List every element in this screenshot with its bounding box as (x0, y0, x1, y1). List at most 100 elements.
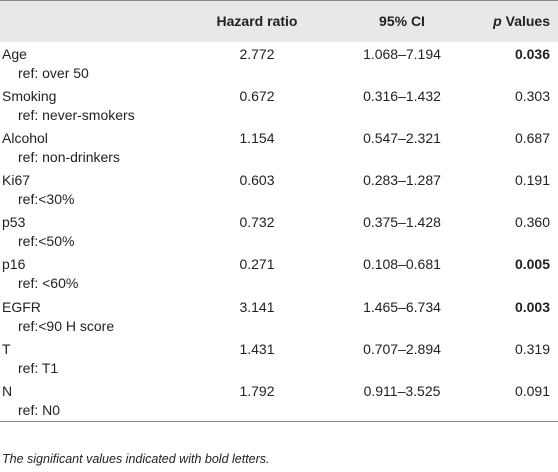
hazard-ratio: 1.431 (239, 340, 275, 357)
hazard-ratio: 1.154 (239, 129, 275, 146)
variable-cell: Age ref: over 50 (0, 42, 182, 84)
hazard-ratio-cell: 3.141 (182, 295, 332, 337)
ci-cell: 0.547–2.321 (332, 126, 472, 168)
reference: ref:<30% (18, 191, 75, 208)
table-row: EGFR ref:<90 H score 3.141 1.465–6.734 0.003 (0, 295, 558, 337)
ci-cell: 0.316–1.432 (332, 84, 472, 126)
p-value-cell: 0.687 (472, 126, 558, 168)
reference: ref: over 50 (18, 64, 89, 81)
ci-cell: 0.911–3.525 (332, 379, 472, 421)
ci-cell: 1.465–6.734 (332, 295, 472, 337)
header-text: 95% CI (379, 13, 425, 30)
p-value: 0.191 (514, 172, 550, 189)
hazard-ratio-cell: 1.431 (182, 337, 332, 379)
table-row: Alcohol ref: non-drinkers 1.154 0.547–2.321… (0, 126, 558, 168)
reference: ref: never-smokers (18, 106, 135, 123)
ci-cell: 0.707–2.894 (332, 337, 472, 379)
variable-name: Alcohol (2, 129, 48, 146)
hazard-ratio: 2.772 (239, 45, 275, 62)
results-table: Hazard ratio 95% CI p Values Age ref: over … (0, 0, 558, 422)
p-value-cell: 0.036 (472, 42, 558, 84)
p-value: 0.091 (514, 383, 550, 399)
table-row: Age ref: over 50 2.772 1.068–7.194 0.036 (0, 42, 558, 84)
reference: ref: <60% (18, 275, 79, 292)
header-cell: 95% CI (332, 1, 472, 42)
header-text: Values (505, 13, 550, 30)
p-value-cell: 0.091 (472, 379, 558, 421)
header-cell: p Values (472, 1, 558, 42)
header-row: Hazard ratio 95% CI p Values (0, 0, 558, 42)
confidence-interval: 0.316–1.432 (363, 87, 441, 104)
header-cell: Hazard ratio (182, 1, 332, 42)
variable-cell: Ki67 ref:<30% (0, 168, 182, 210)
reference: ref: T1 (18, 359, 59, 376)
variable-cell: EGFR ref:<90 H score (0, 295, 182, 337)
hazard-ratio: 0.672 (239, 87, 275, 104)
hazard-ratio-cell: 2.772 (182, 42, 332, 84)
reference: ref:<50% (18, 233, 75, 250)
p-value: 0.360 (514, 214, 550, 231)
p-value: 0.036 (514, 45, 550, 62)
reference: ref:<90 H score (18, 317, 115, 334)
hazard-ratio-cell: 0.603 (182, 168, 332, 210)
ci-cell: 0.108–0.681 (332, 252, 472, 294)
hazard-ratio: 1.792 (239, 383, 275, 399)
table-row: Ki67 ref:<30% 0.603 0.283–1.287 0.191 (0, 168, 558, 210)
table-row: p16 ref: <60% 0.271 0.108–0.681 0.005 (0, 252, 558, 294)
p-value: 0.303 (514, 87, 550, 104)
p-value-cell: 0.005 (472, 252, 558, 294)
table-row: p53 ref:<50% 0.732 0.375–1.428 0.360 (0, 210, 558, 252)
p-value: 0.003 (514, 298, 550, 315)
confidence-interval: 1.465–6.734 (363, 298, 441, 315)
p-value-cell: 0.191 (472, 168, 558, 210)
p-value: 0.005 (514, 256, 550, 273)
hazard-ratio: 3.141 (239, 298, 275, 315)
variable-name: p16 (2, 256, 26, 273)
hazard-ratio-cell: 0.732 (182, 210, 332, 252)
variable-name: Ki67 (2, 172, 31, 189)
p-value-cell: 0.303 (472, 84, 558, 126)
header-cell (0, 1, 182, 42)
footnote: The significant values indicated with bo… (2, 452, 270, 466)
confidence-interval: 0.108–0.681 (363, 256, 441, 273)
variable-cell: p53 ref:<50% (0, 210, 182, 252)
confidence-interval: 1.068–7.194 (363, 45, 441, 62)
confidence-interval: 0.375–1.428 (363, 214, 441, 231)
p-value: 0.319 (514, 340, 550, 357)
hazard-ratio-cell: 0.672 (182, 84, 332, 126)
variable-name: Smoking (2, 87, 57, 104)
ci-cell: 1.068–7.194 (332, 42, 472, 84)
reference: ref: non-drinkers (18, 148, 120, 165)
table-row: Smoking ref: never-smokers 0.672 0.316–1.43… (0, 84, 558, 126)
confidence-interval: 0.547–2.321 (363, 129, 441, 146)
hazard-ratio-cell: 1.154 (182, 126, 332, 168)
header-italic: p (493, 13, 502, 30)
ci-cell: 0.283–1.287 (332, 168, 472, 210)
hazard-ratio-cell: 0.271 (182, 252, 332, 294)
p-value-cell: 0.360 (472, 210, 558, 252)
ci-cell: 0.375–1.428 (332, 210, 472, 252)
variable-cell: p16 ref: <60% (0, 252, 182, 294)
variable-name: p53 (2, 214, 26, 231)
variable-name: N (2, 383, 13, 399)
header-text: Hazard ratio (216, 13, 298, 30)
confidence-interval: 0.707–2.894 (363, 340, 441, 357)
hazard-ratio: 0.732 (239, 214, 275, 231)
hazard-ratio: 0.271 (239, 256, 275, 273)
p-value-cell: 0.003 (472, 295, 558, 337)
confidence-interval: 0.911–3.525 (363, 383, 441, 399)
hazard-ratio-cell: 1.792 (182, 379, 332, 421)
p-value: 0.687 (514, 129, 550, 146)
variable-name: EGFR (2, 298, 41, 315)
variable-name: Age (2, 45, 27, 62)
confidence-interval: 0.283–1.287 (363, 172, 441, 189)
reference: ref: N0 (18, 402, 61, 418)
p-value-cell: 0.319 (472, 337, 558, 379)
table-body: Age ref: over 50 2.772 1.068–7.194 0.036 Smok… (0, 42, 558, 422)
variable-cell: Smoking ref: never-smokers (0, 84, 182, 126)
